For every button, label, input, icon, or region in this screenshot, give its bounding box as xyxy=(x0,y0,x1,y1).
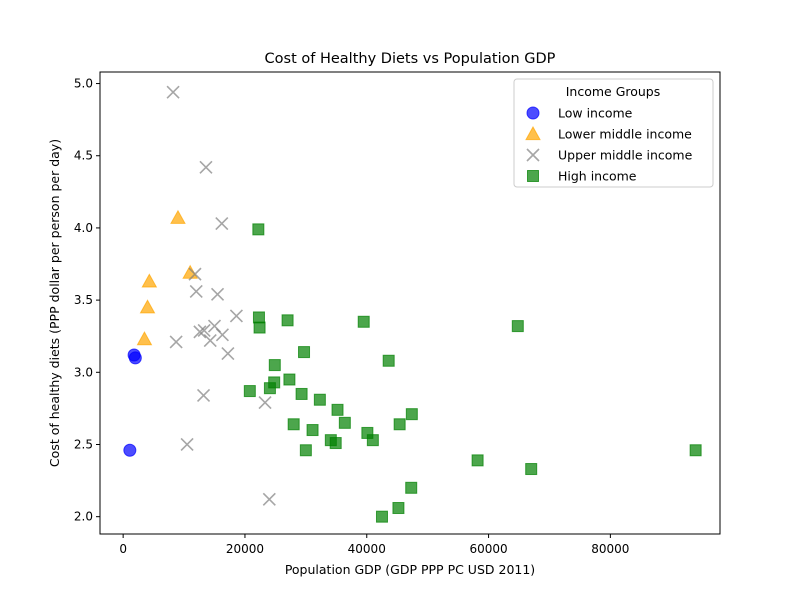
y-tick-label: 3.5 xyxy=(74,293,93,307)
data-point xyxy=(329,437,342,450)
data-point xyxy=(215,217,229,231)
data-point xyxy=(331,403,344,416)
data-point xyxy=(382,354,395,367)
y-tick-label: 5.0 xyxy=(74,77,93,91)
legend-entry: Low income xyxy=(526,106,633,121)
data-point xyxy=(188,267,202,281)
data-point xyxy=(243,385,256,398)
data-point xyxy=(136,331,153,346)
legend-entry: Upper middle income xyxy=(526,148,693,163)
data-point xyxy=(170,209,186,224)
data-point xyxy=(141,273,158,288)
data-point xyxy=(215,328,229,342)
data-point xyxy=(253,321,266,334)
data-point xyxy=(298,346,311,359)
data-point xyxy=(375,510,388,523)
data-point xyxy=(366,434,379,447)
legend-marker xyxy=(527,170,539,182)
y-tick-label: 4.0 xyxy=(74,221,93,235)
data-point xyxy=(189,284,203,299)
x-tick-label: 0 xyxy=(119,542,127,556)
y-axis-label: Cost of healthy diets (PPP dollar per pe… xyxy=(47,139,62,467)
data-point xyxy=(203,333,217,348)
series-0 xyxy=(123,348,142,457)
x-tick-label: 20000 xyxy=(226,542,264,556)
legend-title: Income Groups xyxy=(566,84,661,99)
legend-entry: Lower middle income xyxy=(525,125,692,142)
series-3 xyxy=(243,223,702,523)
data-point xyxy=(199,160,213,174)
legend-box xyxy=(513,78,714,188)
data-point xyxy=(471,454,484,467)
data-point xyxy=(287,418,300,431)
y-tick-label: 4.5 xyxy=(74,149,93,163)
data-point xyxy=(313,393,326,406)
data-point xyxy=(166,85,180,99)
data-point xyxy=(283,373,296,386)
data-point xyxy=(393,418,406,431)
data-marks xyxy=(123,85,702,523)
legend: Income Groups Low income Lower middle inc… xyxy=(513,78,714,188)
data-point xyxy=(281,314,294,327)
data-point xyxy=(180,437,194,452)
y-tick-label: 2.5 xyxy=(74,437,93,451)
data-point xyxy=(128,351,142,365)
chart-title: Cost of Healthy Diets vs Population GDP xyxy=(265,51,556,67)
data-point xyxy=(405,408,418,421)
data-point xyxy=(252,311,265,324)
y-tick-label: 2.0 xyxy=(74,510,93,524)
data-point xyxy=(525,463,538,476)
data-point xyxy=(197,323,211,337)
data-point xyxy=(229,309,243,323)
data-point xyxy=(306,424,319,437)
data-point xyxy=(392,502,405,515)
data-point xyxy=(405,481,418,494)
data-point xyxy=(511,320,524,333)
data-point xyxy=(221,346,235,361)
data-point xyxy=(262,492,276,506)
data-point xyxy=(689,444,702,457)
data-point xyxy=(268,359,281,372)
legend-marker xyxy=(525,125,541,141)
data-point xyxy=(268,376,281,389)
series-2 xyxy=(166,85,276,506)
data-point xyxy=(258,396,272,410)
data-point xyxy=(338,416,351,429)
legend-items: Low income Lower middle income Upper middl… xyxy=(525,106,693,184)
x-tick-label: 40000 xyxy=(348,542,386,556)
data-point xyxy=(123,443,137,457)
data-point xyxy=(299,444,312,457)
axis-ticks: 0 20000 40000 60000 80000 2.0 2.5 3.0 3.5 4.0 4.5 5… xyxy=(74,77,630,556)
legend-marker xyxy=(526,106,540,120)
data-point xyxy=(295,387,308,400)
legend-label: Lower middle income xyxy=(558,127,692,142)
legend-label: High income xyxy=(558,169,637,184)
legend-label: Low income xyxy=(558,106,633,121)
x-tick-label: 80000 xyxy=(591,542,629,556)
data-point xyxy=(357,315,370,328)
legend-marker xyxy=(526,148,540,162)
data-point xyxy=(139,299,156,314)
data-point xyxy=(196,388,211,402)
data-point xyxy=(169,335,183,349)
data-point xyxy=(252,223,265,236)
y-tick-label: 3.0 xyxy=(74,365,93,379)
legend-label: Upper middle income xyxy=(558,148,693,163)
data-point xyxy=(193,325,207,339)
legend-entry: High income xyxy=(527,169,637,184)
x-axis-label: Population GDP (GDP PPP PC USD 2011) xyxy=(285,562,535,577)
x-tick-label: 60000 xyxy=(469,542,507,556)
data-point xyxy=(210,287,225,301)
